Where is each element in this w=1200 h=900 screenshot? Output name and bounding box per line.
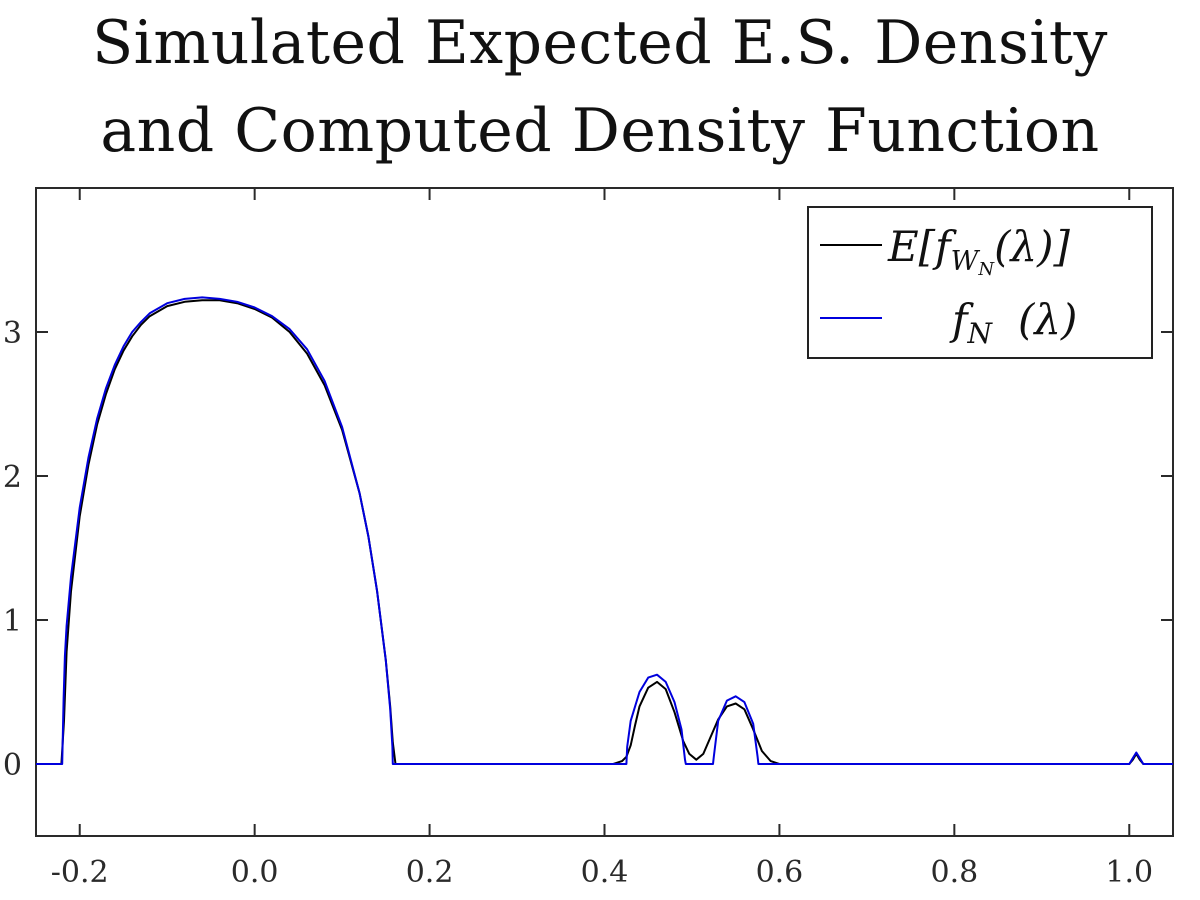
x-tick-label: 1.0 xyxy=(1105,855,1153,890)
legend-label-expected-sub: W xyxy=(951,246,981,277)
series-line-expected-density xyxy=(36,299,1173,765)
y-tick-label: 0 xyxy=(3,748,22,783)
series-line-computed-density xyxy=(36,296,1173,765)
x-tick-label: 0.0 xyxy=(231,855,279,890)
legend-label-computed-tail: (λ) xyxy=(1018,295,1077,344)
legend-label-expected-main: E[f xyxy=(887,222,957,271)
legend-label-expected: E[fWN(λ)] xyxy=(887,222,1071,280)
legend-label-expected-subsub: N xyxy=(977,259,995,280)
legend: E[fWN(λ)] fN (λ) xyxy=(807,206,1153,359)
y-tick-label: 2 xyxy=(3,460,22,495)
x-tick-label: 0.4 xyxy=(581,855,629,890)
x-tick-label: 0.8 xyxy=(930,855,978,890)
axes: -0.2 0.0 0.2 0.4 0.6 0.8 1.0 0 1 2 3 xyxy=(3,187,1174,890)
y-tick-label: 1 xyxy=(3,604,22,639)
legend-label-computed: fN (λ) xyxy=(949,295,1077,350)
x-tick-label: 0.6 xyxy=(756,855,804,890)
legend-label-computed-sub: N xyxy=(967,317,994,350)
legend-box xyxy=(807,206,1153,359)
chart-title-line-2: and Computed Density Function xyxy=(100,96,1100,166)
series-lines xyxy=(36,296,1173,765)
x-tick-label: -0.2 xyxy=(51,855,109,890)
legend-label-expected-tail: (λ)] xyxy=(994,222,1070,271)
y-tick-label: 3 xyxy=(3,316,22,351)
x-tick-label: 0.2 xyxy=(406,855,454,890)
chart-title-line-1: Simulated Expected E.S. Density xyxy=(92,8,1108,78)
